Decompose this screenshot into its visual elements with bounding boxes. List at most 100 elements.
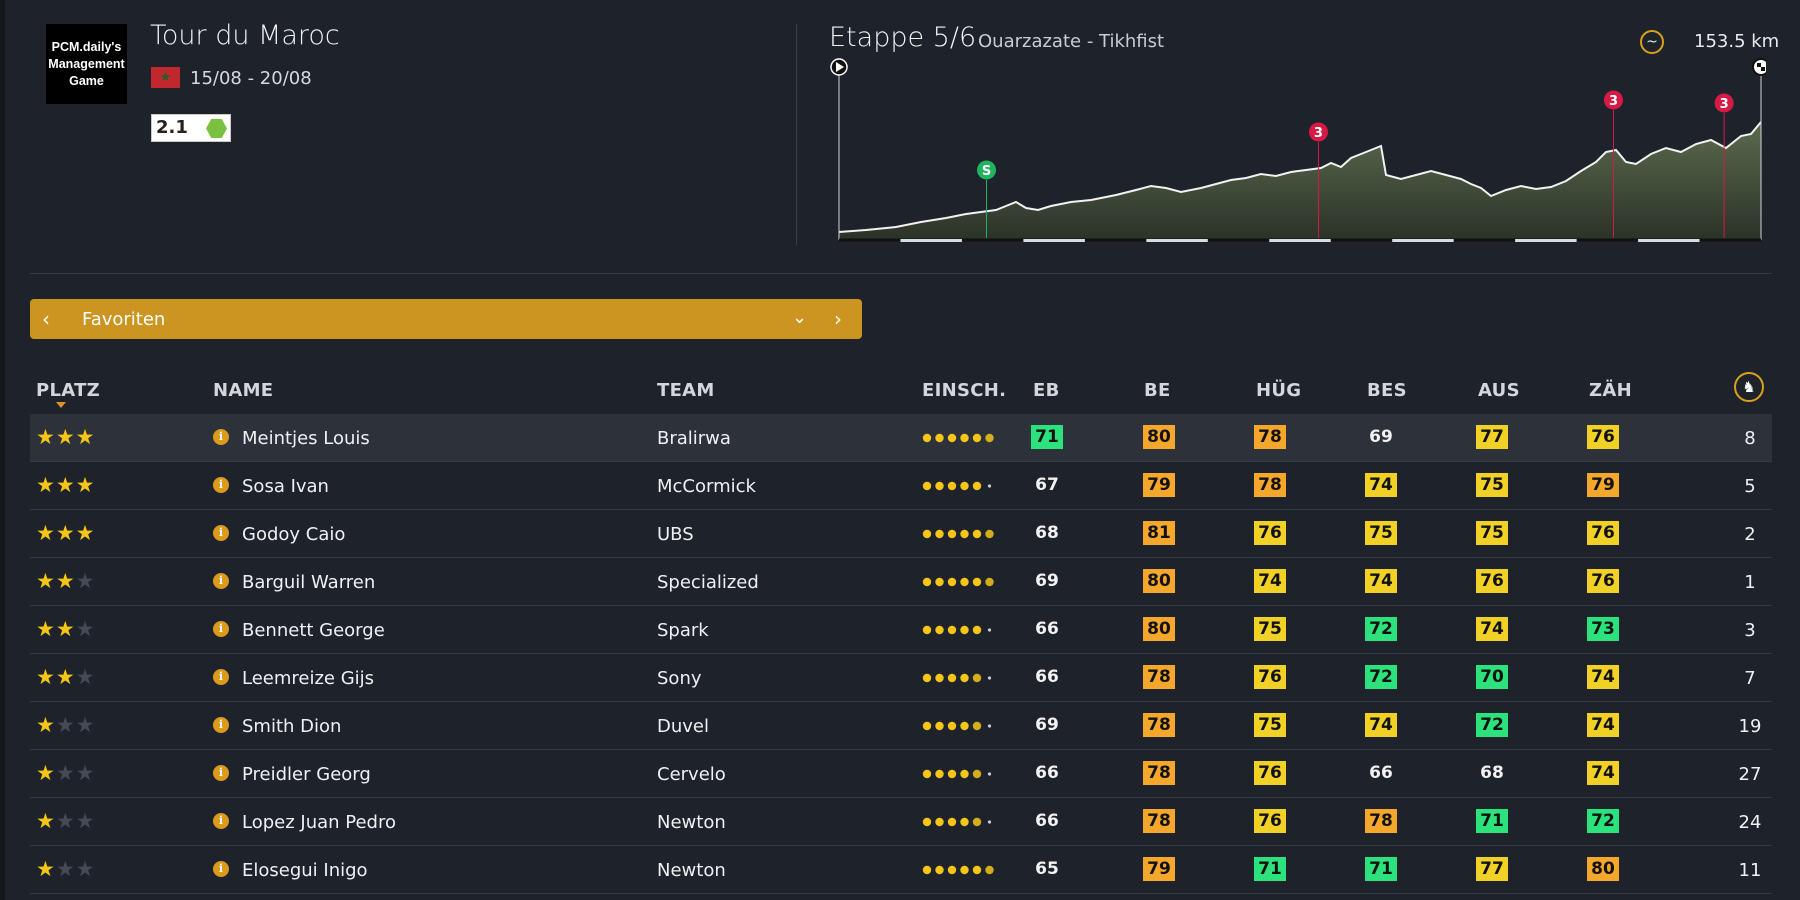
chevron-down-icon[interactable]: ⌄ <box>792 307 808 328</box>
form-dot-full <box>947 625 957 635</box>
info-icon[interactable]: i <box>213 477 229 493</box>
info-icon[interactable]: i <box>213 861 229 877</box>
table-row[interactable]: ★★★ i Leemreize Gijs Sony 66 78 76 72 70 74 7 <box>30 654 1772 702</box>
sprinter-value: 11 <box>1738 860 1762 881</box>
rider-name[interactable]: Bennett George <box>242 620 385 641</box>
rider-name[interactable]: Godoy Caio <box>242 524 346 545</box>
star-filled-icon: ★ <box>75 521 96 545</box>
column-name[interactable]: NAME <box>213 380 274 401</box>
table-row[interactable]: ★★★ i Smith Dion Duvel 69 78 75 74 72 74 19 <box>30 702 1772 750</box>
category-selector[interactable]: ‹ Favoriten ⌄ › <box>30 299 862 339</box>
sprinter-value: 19 <box>1738 716 1762 737</box>
table-row[interactable]: ★★★ i Barguil Warren Specialized 69 80 74 74 76 7… <box>30 558 1772 606</box>
table-row[interactable]: ★★★ i Bennett George Spark 66 80 75 72 74 73 3 <box>30 606 1772 654</box>
table-row[interactable]: ★★★ i Meintjes Louis Bralirwa 71 80 78 69 77 76 8 <box>30 414 1772 462</box>
rider-name[interactable]: Barguil Warren <box>242 572 376 593</box>
info-icon[interactable]: i <box>213 429 229 445</box>
climb-marker-label: 3 <box>1609 94 1618 109</box>
table-row[interactable]: ★★★ i Preidler Georg Cervelo 66 78 76 66 68 74 27 <box>30 750 1772 798</box>
column-hug[interactable]: HÜG <box>1256 380 1302 401</box>
column-eb[interactable]: EB <box>1033 380 1060 401</box>
table-row[interactable]: ★★★ i Sosa Ivan McCormick 67 79 78 74 75 79 5 <box>30 462 1772 510</box>
info-icon[interactable]: i <box>213 669 229 685</box>
stage-route: Ouarzazate - Tikhfist <box>978 31 1165 52</box>
chevron-right-icon[interactable]: › <box>834 307 842 331</box>
stat-hug: 76 <box>1254 521 1286 545</box>
stat-aus: 75 <box>1476 473 1508 497</box>
stage-distance: 153.5 km <box>1694 31 1780 52</box>
column-be[interactable]: BE <box>1144 380 1171 401</box>
morocco-flag-icon: ★ <box>151 67 180 88</box>
sort-desc-icon <box>56 402 66 408</box>
stat-be: 80 <box>1143 569 1175 593</box>
form-dot-full <box>947 673 957 683</box>
info-icon[interactable]: i <box>213 813 229 829</box>
form-dot-full <box>960 865 969 875</box>
rating-stars: ★★★ <box>36 809 95 833</box>
column-zah[interactable]: ZÄH <box>1589 380 1632 401</box>
form-dot-full <box>947 433 957 443</box>
sprinter-value: 7 <box>1744 668 1756 689</box>
info-icon[interactable]: i <box>213 525 229 541</box>
stat-bes: 74 <box>1365 473 1397 497</box>
info-icon[interactable]: i <box>213 765 229 781</box>
column-platz[interactable]: PLATZ <box>36 380 101 401</box>
km-tick <box>1023 239 1085 242</box>
form-dot-half <box>985 865 994 875</box>
rider-team: Newton <box>657 812 726 833</box>
rider-name[interactable]: Elosegui Inigo <box>242 860 368 881</box>
form-dot-full <box>922 529 932 539</box>
info-icon[interactable]: i <box>213 621 229 637</box>
stat-hug: 75 <box>1254 617 1286 641</box>
km-tick <box>1392 239 1454 242</box>
column-einsch[interactable]: EINSCH. <box>922 380 1007 401</box>
column-bes[interactable]: BES <box>1367 380 1407 401</box>
star-filled-icon: ★ <box>36 473 56 497</box>
column-aus[interactable]: AUS <box>1478 380 1520 401</box>
rider-name[interactable]: Preidler Georg <box>242 764 371 785</box>
rider-name[interactable]: Lopez Juan Pedro <box>242 812 397 833</box>
form-dot-full <box>972 577 982 587</box>
form-dot-full <box>922 577 932 587</box>
star-filled-icon: ★ <box>75 425 96 449</box>
info-icon[interactable]: i <box>213 717 229 733</box>
info-icon[interactable]: i <box>213 573 229 589</box>
star-filled-icon: ★ <box>55 569 76 593</box>
form-dot-full <box>947 529 957 539</box>
chevron-left-icon[interactable]: ‹ <box>42 307 50 331</box>
stat-bes: 72 <box>1365 617 1397 641</box>
sprinter-icon[interactable]: ♞ <box>1734 372 1764 402</box>
rider-name[interactable]: Smith Dion <box>242 716 342 737</box>
star-filled-icon: ★ <box>36 713 56 737</box>
stat-aus: 75 <box>1476 521 1508 545</box>
header-divider <box>796 24 797 245</box>
sprinter-value: 1 <box>1744 572 1756 593</box>
form-indicator <box>922 865 994 875</box>
stat-be: 78 <box>1143 665 1175 689</box>
rider-team: Newton <box>657 860 726 881</box>
star-filled-icon: ★ <box>36 665 56 689</box>
form-dot-full <box>960 625 969 635</box>
form-dot-full <box>935 673 944 683</box>
column-team[interactable]: TEAM <box>657 380 715 401</box>
star-filled-icon: ★ <box>55 425 76 449</box>
table-row[interactable]: ★★★ i Elosegui Inigo Newton 65 79 71 71 77 80 11 <box>30 846 1772 894</box>
stage-profile-chart: S 3 3 3 <box>830 58 1766 242</box>
form-dot-full <box>960 721 969 731</box>
form-dot-full <box>922 769 932 779</box>
form-dot-full <box>960 577 969 587</box>
form-dot-half <box>972 817 982 827</box>
stat-eb: 69 <box>1035 571 1059 591</box>
rating-stars: ★★★ <box>36 713 95 737</box>
rider-team: Specialized <box>657 572 759 593</box>
table-row[interactable]: ★★★ i Lopez Juan Pedro Newton 66 78 76 78 71 72 24 <box>30 798 1772 846</box>
form-dot-empty <box>987 772 992 776</box>
stat-eb: 67 <box>1035 475 1059 495</box>
table-row[interactable]: ★★★ i Godoy Caio UBS 68 81 76 75 75 76 2 <box>30 510 1772 558</box>
form-indicator <box>922 577 994 587</box>
rider-name[interactable]: Sosa Ivan <box>242 476 329 497</box>
stat-bes: 75 <box>1365 521 1397 545</box>
rider-name[interactable]: Leemreize Gijs <box>242 668 375 689</box>
star-filled-icon: ★ <box>36 569 56 593</box>
rider-name[interactable]: Meintjes Louis <box>242 428 370 449</box>
